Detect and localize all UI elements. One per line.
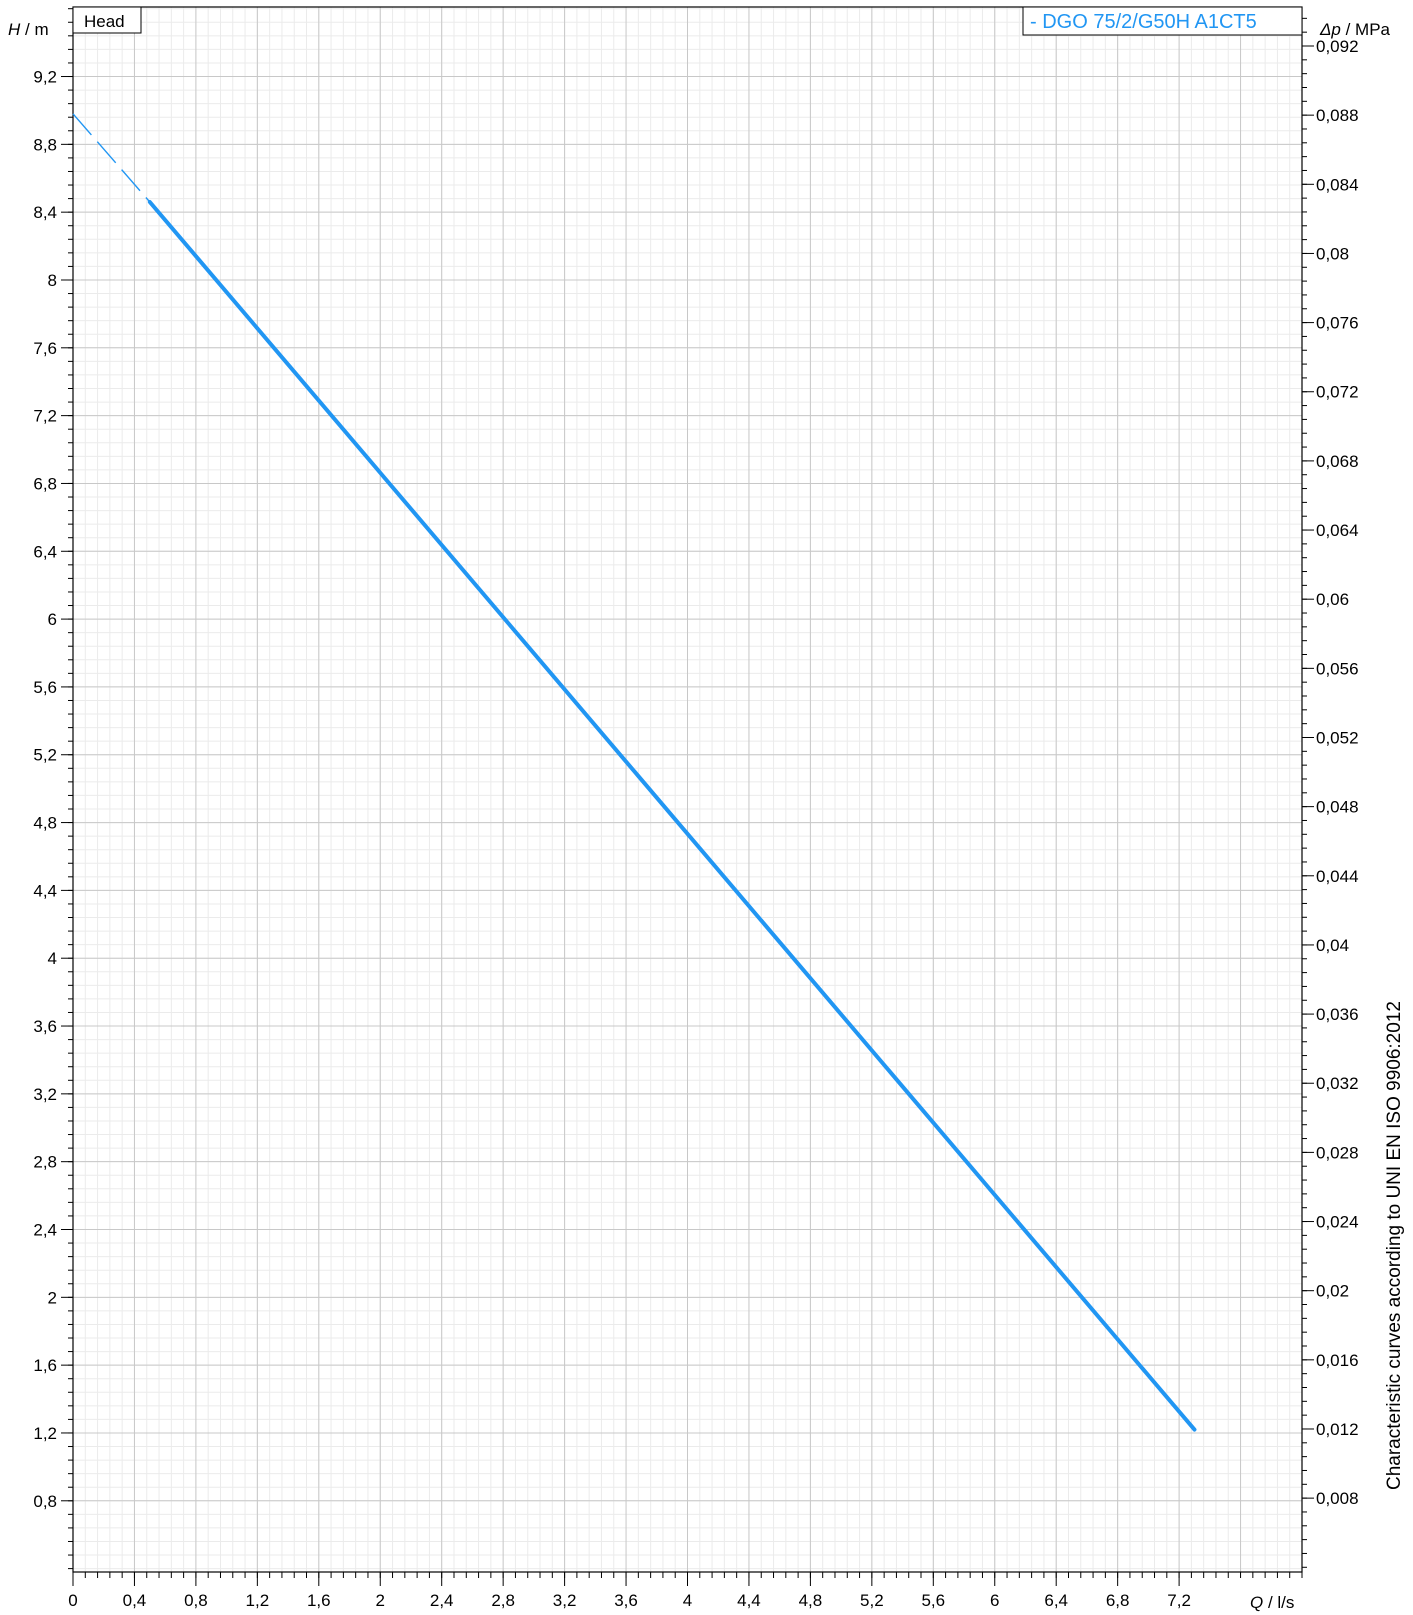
y-right-tick-label: 0,028 xyxy=(1316,1143,1359,1162)
y-right-axis-var: Δp xyxy=(1319,20,1341,39)
y-left-tick-label: 4 xyxy=(48,949,57,968)
series-line xyxy=(147,199,1197,1432)
y-right-tick-label: 0,012 xyxy=(1316,1420,1359,1439)
y-right-tick-label: 0,076 xyxy=(1316,314,1359,333)
x-tick-label: 2,8 xyxy=(491,1591,515,1610)
x-tick-label: 0,8 xyxy=(184,1591,208,1610)
y-left-tick-label: 8,4 xyxy=(33,203,57,222)
y-right-tick-label: 0,02 xyxy=(1316,1282,1349,1301)
y-left-tick-label: 6,4 xyxy=(33,542,57,561)
y-left-tick-label: 7,2 xyxy=(33,407,57,426)
y-left-tick-label: 2,8 xyxy=(33,1153,57,1172)
y-right-axis-unit: / MPa xyxy=(1341,20,1391,39)
x-tick-label: 0 xyxy=(68,1591,77,1610)
y-left-tick-label: 2,4 xyxy=(33,1220,57,1239)
y-left-tick-label: 6,8 xyxy=(33,474,57,493)
y-left-tick-label: 7,6 xyxy=(33,339,57,358)
x-tick-label: 2 xyxy=(376,1591,385,1610)
y-right-tick-label: 0,064 xyxy=(1316,521,1359,540)
y-left-axis-var: H xyxy=(8,20,21,39)
x-tick-label: 1,6 xyxy=(307,1591,331,1610)
left-axis-ticks: 0,8 1,2 1,6 2 2,4 2,8 3,2 3,6 4 4,4 4,8 5,2 5,6 6 6,4 6… xyxy=(33,8,73,1570)
x-tick-label: 3,6 xyxy=(614,1591,638,1610)
x-axis-var: Q xyxy=(1250,1593,1263,1612)
bottom-axis-ticks: 0 0,4 0,8 1,2 1,6 2 2,4 2,8 3,2 3,6 4 4,4 4,8 5,2 5,6 6… xyxy=(68,1572,1303,1610)
chart-title: Head xyxy=(84,12,125,31)
y-left-tick-label: 8 xyxy=(48,271,57,290)
chart-title-box xyxy=(72,6,142,34)
y-right-tick-label: 0,072 xyxy=(1316,383,1359,402)
y-right-axis-title: Δp / MPa xyxy=(1319,20,1391,39)
x-tick-label: 5,6 xyxy=(921,1591,945,1610)
x-tick-label: 2,4 xyxy=(430,1591,454,1610)
standard-note: Characteristic curves according to UNI E… xyxy=(1384,1001,1405,1490)
y-left-tick-label: 5,6 xyxy=(33,678,57,697)
y-left-axis-unit: / m xyxy=(20,20,48,39)
y-left-tick-label: 0,8 xyxy=(33,1492,57,1511)
y-left-tick-label: 5,2 xyxy=(33,746,57,765)
y-right-tick-label: 0,024 xyxy=(1316,1213,1359,1232)
y-right-tick-label: 0,032 xyxy=(1316,1074,1359,1093)
y-left-tick-label: 8,8 xyxy=(33,135,57,154)
x-tick-label: 0,4 xyxy=(123,1591,147,1610)
y-right-tick-label: 0,008 xyxy=(1316,1489,1359,1508)
y-left-tick-label: 6 xyxy=(48,610,57,629)
x-tick-label: 4 xyxy=(683,1591,692,1610)
x-tick-label: 3,2 xyxy=(553,1591,577,1610)
y-right-tick-label: 0,06 xyxy=(1316,590,1349,609)
major-grid xyxy=(72,7,1303,1572)
series-layer xyxy=(72,113,1197,1432)
y-right-tick-label: 0,052 xyxy=(1316,728,1359,747)
x-tick-label: 1,2 xyxy=(246,1591,270,1610)
y-right-tick-label: 0,04 xyxy=(1316,936,1349,955)
y-right-tick-label: 0,056 xyxy=(1316,659,1359,678)
y-right-tick-label: 0,092 xyxy=(1316,37,1359,56)
x-tick-label: 6,8 xyxy=(1106,1591,1130,1610)
x-tick-label: 7,2 xyxy=(1167,1591,1191,1610)
x-tick-label: 4,4 xyxy=(737,1591,761,1610)
y-right-tick-label: 0,044 xyxy=(1316,867,1359,886)
y-right-tick-label: 0,084 xyxy=(1316,175,1359,194)
y-right-tick-label: 0,048 xyxy=(1316,798,1359,817)
series-line-extrapolated xyxy=(72,113,151,203)
x-tick-label: 4,8 xyxy=(799,1591,823,1610)
y-right-tick-label: 0,068 xyxy=(1316,452,1359,471)
legend-box xyxy=(1022,6,1303,36)
y-right-tick-label: 0,016 xyxy=(1316,1351,1359,1370)
y-left-tick-label: 3,6 xyxy=(33,1017,57,1036)
x-tick-label: 6 xyxy=(990,1591,999,1610)
x-tick-label: 5,2 xyxy=(860,1591,884,1610)
y-left-tick-label: 1,6 xyxy=(33,1356,57,1375)
x-axis-unit: / l/s xyxy=(1263,1593,1294,1612)
x-axis-title: Q / l/s xyxy=(1250,1593,1294,1612)
y-right-tick-label: 0,08 xyxy=(1316,244,1349,263)
y-right-tick-label: 0,088 xyxy=(1316,106,1359,125)
y-left-tick-label: 4,4 xyxy=(33,881,57,900)
y-left-axis-title: H / m xyxy=(8,20,49,39)
y-left-tick-label: 2 xyxy=(48,1288,57,1307)
right-axis-ticks: 0,008 0,012 0,016 0,02 0,024 0,028 0,032 0,036 0… xyxy=(1302,17,1359,1568)
x-tick-label: 6,4 xyxy=(1044,1591,1068,1610)
y-left-tick-label: 9,2 xyxy=(33,68,57,87)
y-right-tick-label: 0,036 xyxy=(1316,1005,1359,1024)
y-left-tick-label: 4,8 xyxy=(33,814,57,833)
y-left-tick-label: 3,2 xyxy=(33,1085,57,1104)
y-left-tick-label: 1,2 xyxy=(33,1424,57,1443)
legend-series-label: - DGO 75/2/G50H A1CT5 xyxy=(1030,11,1257,33)
